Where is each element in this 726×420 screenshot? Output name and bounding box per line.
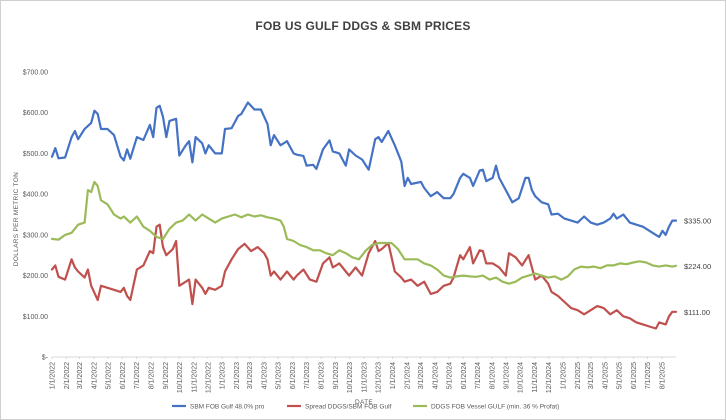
x-tick-label: 2/1/2024 [404,362,411,389]
legend-label: Spread DDGS/SBM FOB Gulf [305,404,392,411]
x-tick-label: 3/1/2022 [77,362,84,389]
y-tick-label: $200.00 [23,273,48,280]
x-tick-label: 9/1/2022 [163,362,170,389]
y-tick-label: $600.00 [23,110,48,117]
x-tick-label: 3/1/2024 [418,362,425,389]
x-tick-label: 5/1/2025 [617,362,624,389]
x-tick-label: 6/1/2023 [290,362,297,389]
x-tick-label: 1/1/2024 [390,362,397,389]
x-tick-label: 3/1/2023 [247,362,254,389]
x-tick-label: 7/1/2022 [134,362,141,389]
x-tick-label: 11/1/2022 [191,362,198,393]
x-tick-label: 12/1/2024 [546,362,553,393]
axes: $- $100.00 $200.00 $300.00 $400.00 $500.00 $60… [23,70,676,393]
x-tick-label: 2/1/2022 [64,362,71,389]
chart-title: FOB US GULF DDGS & SBM PRICES [255,19,471,33]
x-tick-label: 7/1/2025 [645,362,652,389]
x-tick-label: 1/1/2022 [50,362,57,389]
x-tick-label: 6/1/2025 [631,362,638,389]
y-tick-label: $700.00 [23,70,48,77]
y-tick-label: $500.00 [23,151,48,158]
x-tick-label: 6/1/2022 [120,362,127,389]
y-tick-label: $- [42,355,49,362]
x-tick-label: 8/1/2023 [319,362,326,389]
series-lines [50,101,678,330]
series-end-label: $111.00 [684,308,710,317]
series-line-1 [50,101,678,238]
x-tick-label: 4/1/2023 [262,362,269,389]
series-end-label: $224.00 [684,262,711,271]
series-end-label: $335.00 [684,217,711,226]
y-tick-label: $300.00 [23,232,48,239]
x-tick-label: 9/1/2024 [504,362,511,389]
legend-label: SBM FOB Gulf 48.0% pro [190,404,265,411]
x-tick-label: 1/1/2023 [220,362,227,389]
x-tick-label: 6/1/2024 [461,362,468,389]
x-axis-label: DATE [355,399,373,406]
x-tick-label: 4/1/2025 [603,362,610,389]
x-tick-label: 4/1/2024 [432,362,439,389]
x-tick-label: 10/1/2022 [177,362,184,393]
x-tick-label: 4/1/2022 [92,362,99,389]
x-tick-label: 10/1/2024 [518,362,525,393]
x-tick-label: 5/1/2022 [106,362,113,389]
x-tick-label: 2/1/2023 [234,362,241,389]
x-tick-label: 12/1/2023 [376,362,383,393]
series-line-2 [50,223,678,330]
x-tick-label: 3/1/2025 [588,362,595,389]
x-tick-label: 5/1/2024 [446,362,453,389]
x-tick-label: 8/1/2024 [489,362,496,389]
x-tick-label: 8/1/2025 [660,362,667,389]
x-tick-label: 11/1/2023 [362,362,369,393]
x-tick-label: 10/1/2023 [347,362,354,393]
x-tick-label: 9/1/2023 [333,362,340,389]
legend-label: DDGS FOB Vessel GULF (min. 36 % Profat) [431,404,559,411]
series-line-3 [50,180,678,285]
y-axis-label: DOLLARS PER METRIC TON [13,172,20,266]
x-tick-label: 1/1/2025 [561,362,568,389]
y-tick-label: $400.00 [23,192,48,199]
x-tick-label: 5/1/2023 [276,362,283,389]
x-tick-label: 7/1/2023 [304,362,311,389]
end-labels: $335.00 $111.00 $224.00 [684,217,711,317]
x-tick-label: 2/1/2025 [575,362,582,389]
y-tick-label: $100.00 [23,314,48,321]
x-tick-label: 12/1/2022 [205,362,212,393]
legend: SBM FOB Gulf 48.0% pro Spread DDGS/SBM FO… [172,404,559,411]
x-tick-label: 11/1/2024 [532,362,539,393]
x-tick-label: 7/1/2024 [475,362,482,389]
x-tick-label: 8/1/2022 [148,362,155,389]
